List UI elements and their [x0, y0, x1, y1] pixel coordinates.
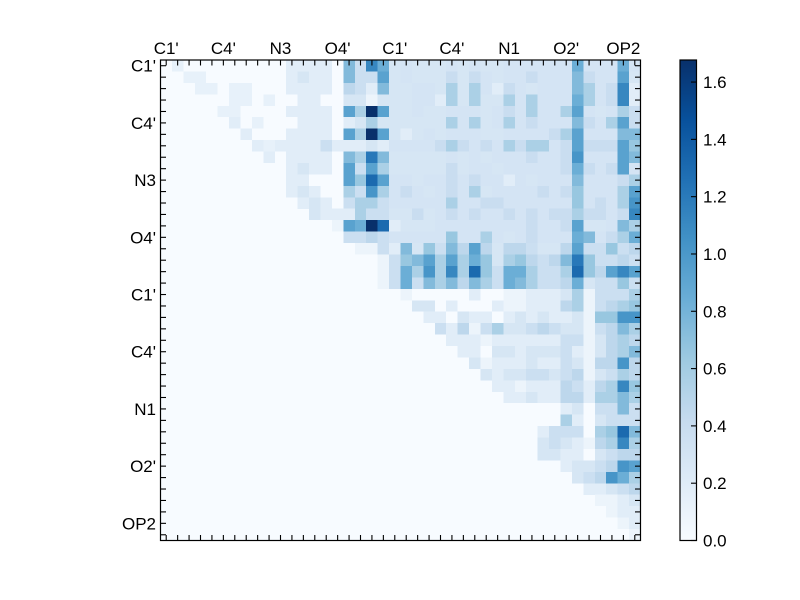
svg-text:1.0: 1.0 — [703, 245, 727, 264]
svg-text:O4': O4' — [325, 39, 351, 58]
svg-text:O2': O2' — [553, 39, 579, 58]
svg-text:0.4: 0.4 — [703, 417, 727, 436]
svg-text:1.4: 1.4 — [703, 130, 727, 149]
svg-text:O4': O4' — [130, 228, 156, 247]
svg-text:C4': C4' — [211, 39, 236, 58]
svg-text:C1': C1' — [382, 39, 407, 58]
svg-text:0.8: 0.8 — [703, 302, 727, 321]
svg-text:0.6: 0.6 — [703, 360, 727, 379]
svg-text:C4': C4' — [131, 114, 156, 133]
svg-text:N3: N3 — [270, 39, 292, 58]
svg-text:OP2: OP2 — [122, 514, 156, 533]
svg-text:N1: N1 — [498, 39, 520, 58]
svg-text:0.2: 0.2 — [703, 474, 727, 493]
svg-text:C4': C4' — [131, 343, 156, 362]
svg-text:O2': O2' — [130, 457, 156, 476]
svg-text:1.2: 1.2 — [703, 188, 727, 207]
svg-text:C4': C4' — [439, 39, 464, 58]
svg-text:C1': C1' — [154, 39, 179, 58]
svg-text:C1': C1' — [131, 286, 156, 305]
svg-text:N1: N1 — [134, 400, 156, 419]
svg-text:1.6: 1.6 — [703, 73, 727, 92]
svg-text:0.0: 0.0 — [703, 532, 727, 551]
svg-text:C1': C1' — [131, 57, 156, 76]
svg-text:N3: N3 — [134, 171, 156, 190]
svg-text:OP2: OP2 — [606, 39, 640, 58]
